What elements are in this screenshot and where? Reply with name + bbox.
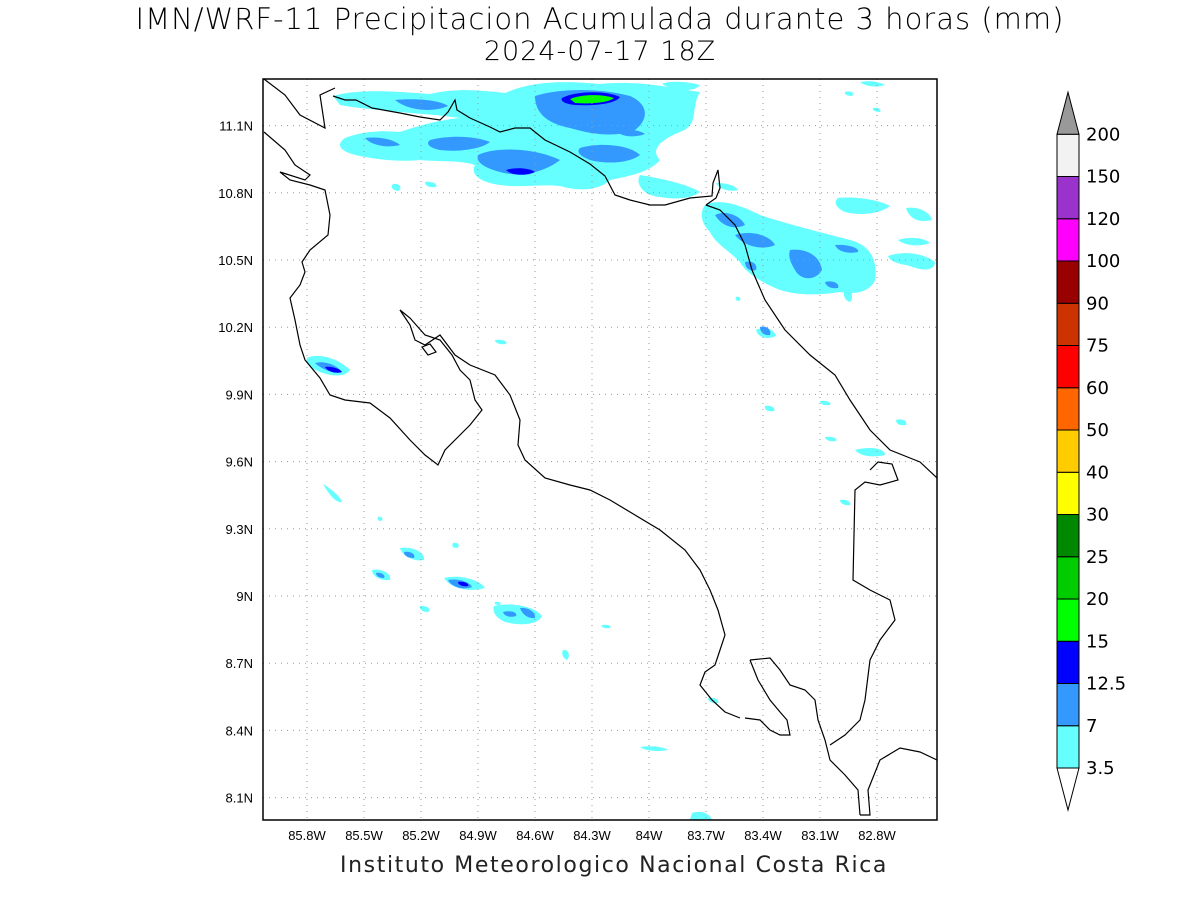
lon-tick-label: 85.5W (345, 828, 383, 843)
longitude-labels: 85.8W 85.5W 85.2W 84.9W 84.6W 84.3W 84W 83.7W 83… (288, 828, 896, 843)
lon-tick-label: 83.7W (687, 828, 725, 843)
lat-tick-label: 9.6N (226, 455, 253, 470)
colorbar-swatch (1056, 514, 1080, 558)
burica-coast (860, 747, 937, 816)
lon-tick-label: 84.3W (573, 828, 611, 843)
lat-tick-label: 9.3N (226, 522, 253, 537)
lon-tick-label: 85.8W (288, 828, 326, 843)
lat-tick-label: 9.9N (226, 387, 253, 402)
osa-peninsula (749, 657, 861, 816)
colorbar-level-label: 200 (1086, 124, 1120, 145)
colorbar-level-label: 40 (1086, 462, 1109, 483)
nicoya-coast (263, 131, 483, 466)
colorbar-level-label: 20 (1086, 589, 1109, 610)
lon-tick-label: 85.2W (402, 828, 440, 843)
lon-tick-label: 84.6W (516, 828, 554, 843)
colorbar-level-label: 100 (1086, 251, 1120, 272)
colorbar-swatch (1056, 556, 1080, 600)
lon-tick-label: 83.1W (801, 828, 839, 843)
lon-tick-label: 84.9W (459, 828, 497, 843)
colorbar-level-label: 25 (1086, 547, 1109, 568)
colorbar-swatch (1056, 176, 1080, 220)
latitude-labels: 11.1N 10.8N 10.5N 10.2N 9.9N 9.6N 9.3N 9N 8.7N 8.… (218, 119, 253, 806)
lat-tick-label: 9N (236, 589, 253, 604)
colorbar-level-label: 50 (1086, 420, 1109, 441)
colorbar-level-label: 3.5 (1086, 758, 1115, 779)
colorbar-upper-arrow (1056, 90, 1080, 135)
colorbar-swatch (1056, 302, 1080, 346)
lat-tick-label: 8.1N (226, 791, 253, 806)
lat-tick-label: 10.2N (218, 320, 253, 335)
colorbar-swatch (1056, 429, 1080, 473)
map-gridlines (263, 79, 937, 820)
colorbar-swatch (1056, 640, 1080, 684)
colorbar-swatch (1056, 725, 1080, 769)
colorbar-level-label: 30 (1086, 505, 1109, 526)
colorbar-level-label: 15 (1086, 631, 1109, 652)
colorbar-swatch (1056, 260, 1080, 304)
colorbar-swatch (1056, 345, 1080, 389)
colorbar-level-label: 12.5 (1086, 674, 1126, 695)
lat-tick-label: 10.5N (218, 253, 253, 268)
lon-tick-label: 83.4W (744, 828, 782, 843)
precipitation-field (306, 81, 935, 820)
precipitation-colorbar: 3.5 7 12.5 15 20 25 30 40 50 60 75 90 100 120 150 200 (1056, 90, 1126, 812)
precip-band-east2 (835, 197, 890, 214)
colorbar-level-label: 75 (1086, 336, 1109, 357)
nicaragua-border (332, 95, 721, 206)
lon-tick-label: 82.8W (858, 828, 896, 843)
map-title: IMN/WRF-11 Precipitacion Acumulada duran… (135, 2, 1065, 36)
lat-tick-label: 8.7N (226, 656, 253, 671)
footer-credit: Instituto Meteorologico Nacional Costa R… (340, 853, 888, 878)
lat-tick-label: 11.1N (219, 119, 253, 134)
lat-tick-label: 10.8N (218, 186, 253, 201)
colorbar-swatch (1056, 598, 1080, 642)
colorbar-swatch (1056, 683, 1080, 727)
colorbar-level-label: 7 (1086, 716, 1097, 737)
lat-tick-label: 8.4N (226, 723, 253, 738)
colorbar-swatch (1056, 218, 1080, 262)
colorbar-lower-arrow (1056, 767, 1080, 812)
lake-nicaragua-shore (263, 79, 336, 130)
precip-band-east (701, 202, 876, 295)
gulf-nicoya-coast (399, 309, 741, 719)
colorbar-level-label: 150 (1086, 167, 1120, 188)
golfo-dulce (744, 659, 791, 736)
colorbar-swatch (1056, 133, 1080, 177)
colorbar-level-label: 120 (1086, 209, 1120, 230)
caribbean-coast (705, 204, 937, 479)
colorbar-level-label: 90 (1086, 293, 1109, 314)
colorbar-swatch (1056, 471, 1080, 515)
precip-peak-north (570, 95, 614, 104)
lon-tick-label: 84W (636, 828, 663, 843)
island-nicoya (421, 343, 437, 356)
map-subtitle-datetime: 2024-07-17 18Z (483, 36, 717, 67)
colorbar-level-label: 60 (1086, 378, 1109, 399)
colorbar-swatch (1056, 387, 1080, 431)
map-frame (262, 78, 938, 821)
coastlines-borders (263, 79, 937, 816)
panama-border (829, 461, 899, 746)
